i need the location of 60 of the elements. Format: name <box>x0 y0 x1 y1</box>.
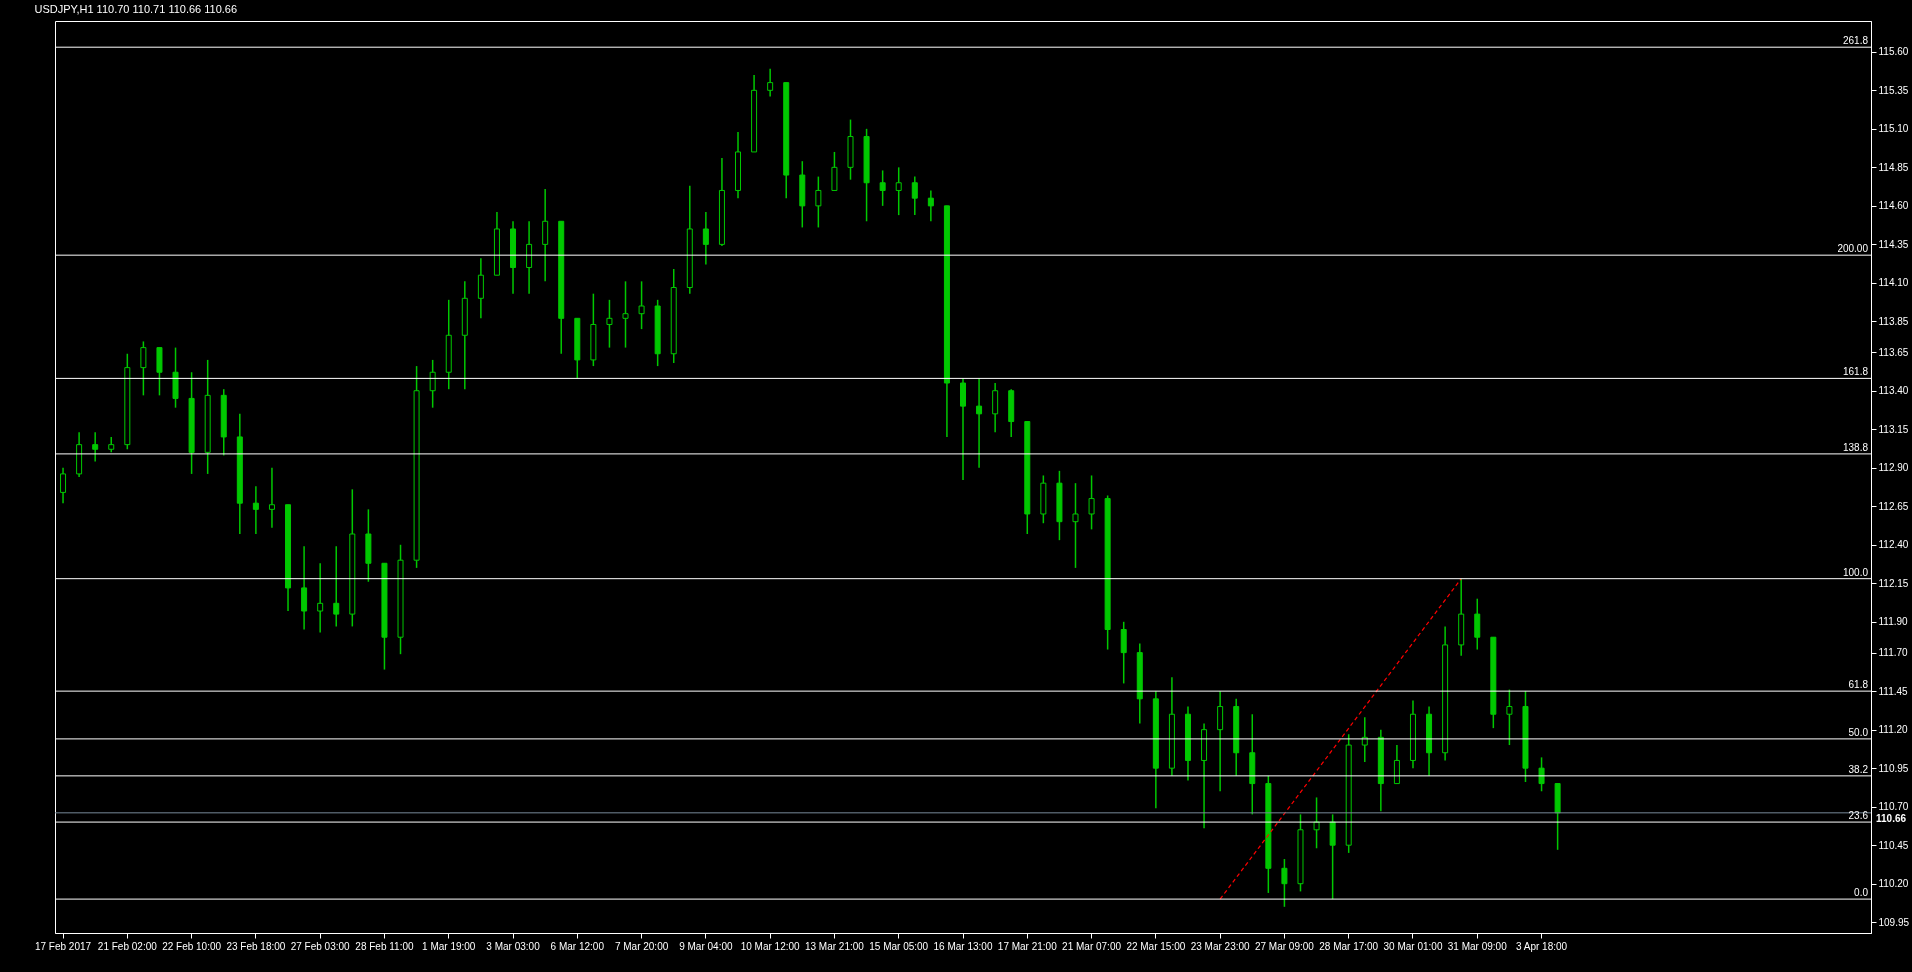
y-tick-label: 110.95 <box>1878 762 1909 774</box>
annotation: 61.8 <box>1848 679 1869 691</box>
x-tick-label: 28 Mar 17:00 <box>1319 940 1379 952</box>
x-tick-label: 21 Feb 02:00 <box>97 940 158 952</box>
y-tick-label: 114.85 <box>1878 161 1909 173</box>
y-tick-label: 110.70 <box>1878 801 1909 813</box>
x-tick-label: 23 Mar 23:00 <box>1190 940 1251 952</box>
x-tick-label: 22 Feb 10:00 <box>162 940 222 952</box>
y-tick-label: 110.45 <box>1878 839 1909 851</box>
x-tick-label: 16 Mar 13:00 <box>933 940 993 952</box>
y-tick-label: 115.35 <box>1878 84 1909 96</box>
y-tick-label: 113.65 <box>1878 346 1909 358</box>
annotation: 100.0 <box>1842 566 1869 578</box>
y-tick-label: 112.90 <box>1878 462 1909 474</box>
y-tick-label: 111.20 <box>1878 724 1909 736</box>
y-tick-label: 115.10 <box>1878 123 1909 135</box>
y-tick-label: 113.40 <box>1878 385 1909 397</box>
y-tick-label: 111.90 <box>1878 616 1909 628</box>
y-tick-label: 111.45 <box>1878 685 1909 697</box>
annotation: 23.6 <box>1848 810 1869 822</box>
x-tick-label: 22 Mar 15:00 <box>1126 940 1186 952</box>
x-tick-label: 31 Mar 09:00 <box>1447 940 1508 952</box>
x-tick-label: 3 Apr 18:00 <box>1515 940 1568 952</box>
y-tick-label: 111.70 <box>1878 647 1909 659</box>
annotation: 0.0 <box>1854 887 1869 899</box>
x-tick-label: 28 Feb 11:00 <box>355 940 414 952</box>
annotation: 38.2 <box>1848 763 1869 775</box>
annotation: 161.8 <box>1842 366 1869 378</box>
y-tick-label: 114.10 <box>1878 277 1909 289</box>
x-tick-label: 1 Mar 19:00 <box>422 940 476 952</box>
annotation: 200.00 <box>1837 243 1869 255</box>
annotation: 50.0 <box>1848 726 1869 738</box>
x-tick-label: 7 Mar 20:00 <box>614 940 669 952</box>
ref-line-label: 110.66 <box>1876 812 1907 824</box>
x-tick-label: 27 Mar 09:00 <box>1254 940 1315 952</box>
y-tick-label: 112.15 <box>1878 577 1909 589</box>
x-tick-label: 10 Mar 12:00 <box>740 940 801 952</box>
x-tick-label: 3 Mar 03:00 <box>486 940 541 952</box>
x-tick-label: 9 Mar 04:00 <box>679 940 733 952</box>
x-tick-label: 23 Feb 18:00 <box>226 940 286 952</box>
x-tick-label: 13 Mar 21:00 <box>804 940 865 952</box>
x-tick-label: 17 Feb 2017 <box>34 940 92 952</box>
y-tick-label: 110.20 <box>1878 878 1909 890</box>
annotation: 138.8 <box>1842 441 1869 453</box>
y-tick-label: 114.60 <box>1878 200 1909 212</box>
y-tick-label: 115.60 <box>1878 46 1909 58</box>
x-tick-label: 30 Mar 01:00 <box>1383 940 1443 952</box>
x-tick-label: 15 Mar 05:00 <box>869 940 929 952</box>
x-tick-label: 6 Mar 12:00 <box>550 940 605 952</box>
x-tick-label: 27 Feb 03:00 <box>290 940 351 952</box>
chart-title: USDJPY,H1 110.70 110.71 110.66 110.66 <box>34 3 238 15</box>
y-tick-label: 114.35 <box>1878 238 1909 250</box>
x-tick-label: 21 Mar 07:00 <box>1062 940 1122 952</box>
y-tick-label: 113.15 <box>1878 423 1909 435</box>
y-tick-label: 112.40 <box>1878 539 1909 551</box>
y-tick-label: 112.65 <box>1878 500 1909 512</box>
y-tick-label: 109.95 <box>1878 916 1910 928</box>
annotation: 261.8 <box>1842 35 1869 47</box>
x-tick-label: 17 Mar 21:00 <box>997 940 1058 952</box>
y-tick-label: 113.85 <box>1878 315 1909 327</box>
